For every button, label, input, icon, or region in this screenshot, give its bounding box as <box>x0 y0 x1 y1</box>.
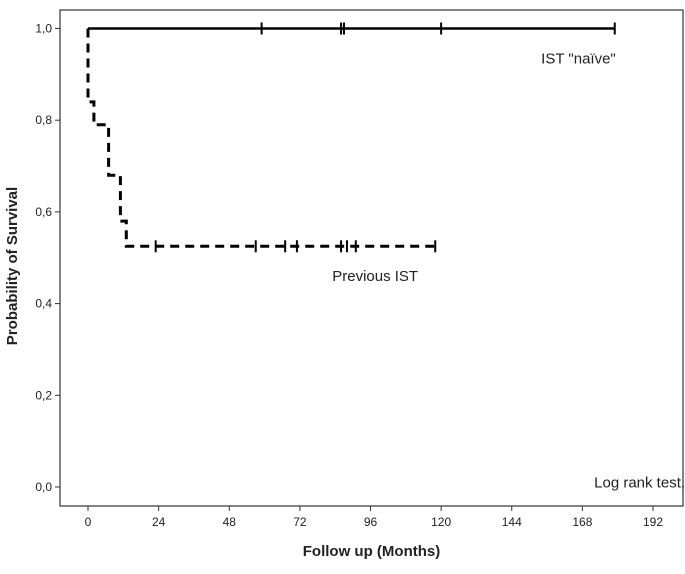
x-tick-label: 72 <box>293 515 307 529</box>
x-tick-label: 0 <box>85 515 92 529</box>
x-tick-label: 96 <box>364 515 378 529</box>
y-axis-title: Probability of Survival <box>4 187 21 345</box>
previous-ist-curve <box>86 28 436 248</box>
y-tick-label: 0,0 <box>35 480 52 494</box>
x-tick-label: 48 <box>223 515 237 529</box>
y-tick-label: 0,2 <box>35 388 52 402</box>
x-tick-label: 120 <box>431 515 451 529</box>
y-tick-label: 0,4 <box>35 297 52 311</box>
x-tick-label: 192 <box>643 515 663 529</box>
plot-frame <box>59 9 684 507</box>
log-rank-annotation: Log rank test, p = 0.079 <box>594 474 685 491</box>
y-tick-label: 0,6 <box>35 205 52 219</box>
x-tick-label: 144 <box>502 515 522 529</box>
y-tick-label: 1,0 <box>35 22 52 36</box>
labels-layer: Follow up (Months) Probability of Surviva… <box>4 50 685 560</box>
axes: 0 24 48 72 96 120 144 168 192 0,0 0,2 0,4 0,6 0,8 1,0 <box>35 9 684 529</box>
x-tick-label: 168 <box>572 515 592 529</box>
y-tick-label: 0,8 <box>35 113 52 127</box>
previous-ist-label: Previous IST <box>332 268 418 285</box>
x-axis-title: Follow up (Months) <box>303 543 440 560</box>
series-layer <box>86 22 616 253</box>
x-tick-label: 24 <box>152 515 166 529</box>
ist-naive-label: IST "naïve" <box>541 50 616 67</box>
